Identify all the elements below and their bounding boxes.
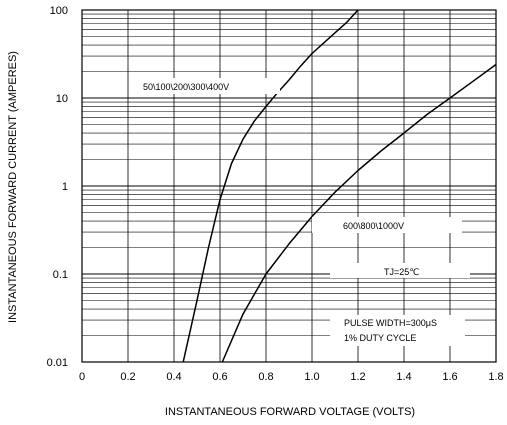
series-curve-1 <box>182 9 359 363</box>
y-tick-label: 0.01 <box>47 357 68 369</box>
x-tick-label: 1.2 <box>350 371 365 383</box>
x-tick-labels: 0 0.2 0.4 0.6 0.8 1.0 1.2 1.4 1.6 1.8 <box>79 371 504 383</box>
series-label-1: 50\100\200\300\400V <box>143 82 229 92</box>
annotation-tj-box <box>330 263 470 278</box>
y-tick-label: 1 <box>62 181 68 193</box>
x-tick-label: 1.4 <box>396 371 411 383</box>
x-tick-label: 1.8 <box>488 371 503 383</box>
x-tick-label: 0.6 <box>212 371 227 383</box>
grid <box>81 10 497 363</box>
y-tick-label: 100 <box>50 5 68 17</box>
x-tick-label: 1.6 <box>442 371 457 383</box>
y-axis-label: INSTANTANEOUS FORWARD CURRENT (AMPERES) <box>7 51 19 323</box>
series-label-2: 600\800\1000V <box>343 221 404 231</box>
series-label-2-box <box>312 217 462 233</box>
y-tick-label: 10 <box>56 93 68 105</box>
x-tick-label: 0.8 <box>258 371 273 383</box>
series-curve-2 <box>221 63 497 363</box>
x-axis-label: INSTANTANEOUS FORWARD VOLTAGE (VOLTS) <box>165 406 415 418</box>
x-tick-label: 0.2 <box>120 371 135 383</box>
x-tick-label: 0 <box>79 371 85 383</box>
y-tick-labels: 0.01 0.1 1 10 100 <box>47 5 68 369</box>
annotation-pulse-box <box>330 315 465 346</box>
annotation-pulse-width: PULSE WIDTH=300μS <box>344 318 437 328</box>
series-label-1-box <box>130 78 280 94</box>
y-tick-label: 0.1 <box>53 269 68 281</box>
x-tick-label: 1.0 <box>304 371 319 383</box>
x-tick-label: 0.4 <box>166 371 181 383</box>
plot-frame <box>81 9 497 363</box>
annotation-tj: TJ=25℃ <box>384 267 419 277</box>
curves <box>182 9 497 363</box>
annotation-duty-cycle: 1% DUTY CYCLE <box>344 333 416 343</box>
